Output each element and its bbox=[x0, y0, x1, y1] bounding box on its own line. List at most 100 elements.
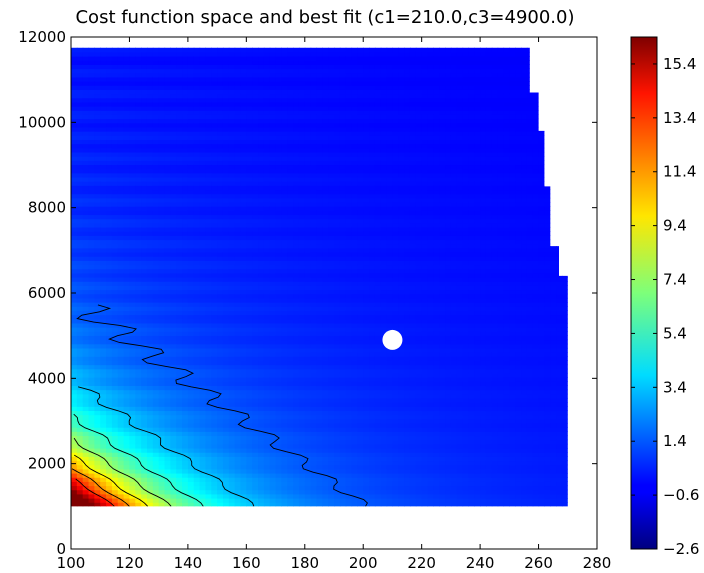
heatmap-cell bbox=[193, 381, 201, 387]
heatmap-cell bbox=[234, 97, 242, 103]
heatmap-cell bbox=[298, 464, 306, 470]
heatmap-cell bbox=[135, 239, 142, 245]
heatmap-cell bbox=[100, 143, 107, 149]
heatmap-cell bbox=[141, 289, 148, 295]
heatmap-cell bbox=[82, 427, 90, 432]
heatmap-cell bbox=[263, 489, 271, 495]
heatmap-cell bbox=[298, 477, 306, 482]
heatmap-cell bbox=[106, 297, 113, 303]
heatmap-cell bbox=[100, 322, 107, 328]
heatmap-cell bbox=[117, 427, 125, 432]
heatmap-cell bbox=[82, 339, 90, 345]
heatmap-cell bbox=[182, 189, 189, 195]
heatmap-cell bbox=[310, 185, 318, 191]
heatmap-cell bbox=[106, 60, 113, 65]
heatmap-cell bbox=[111, 331, 119, 336]
heatmap-cell bbox=[287, 352, 294, 357]
heatmap-cell bbox=[71, 452, 78, 457]
heatmap-cell bbox=[82, 243, 90, 249]
heatmap-cell bbox=[222, 135, 230, 140]
heatmap-cell bbox=[82, 264, 90, 270]
heatmap-cell bbox=[111, 226, 119, 232]
heatmap-cell bbox=[269, 443, 277, 449]
heatmap-cell bbox=[82, 101, 90, 107]
heatmap-cell bbox=[281, 447, 288, 453]
heatmap-cell bbox=[222, 285, 230, 291]
heatmap-cell bbox=[217, 56, 224, 61]
heatmap-cell bbox=[316, 247, 323, 253]
heatmap-cell bbox=[269, 360, 277, 366]
heatmap-cell bbox=[164, 168, 171, 174]
heatmap-cell bbox=[304, 60, 312, 65]
heatmap-cell bbox=[304, 151, 312, 157]
heatmap-cell bbox=[100, 160, 107, 166]
heatmap-cell bbox=[328, 110, 335, 115]
heatmap-cell bbox=[222, 235, 230, 241]
heatmap-cell bbox=[275, 493, 282, 499]
heatmap-cell bbox=[71, 206, 78, 211]
heatmap-cell bbox=[111, 64, 119, 70]
heatmap-cell bbox=[228, 118, 236, 124]
heatmap-cell bbox=[106, 143, 113, 149]
heatmap-cell bbox=[170, 185, 177, 191]
heatmap-cell bbox=[100, 206, 107, 211]
heatmap-cell bbox=[304, 427, 312, 432]
heatmap-cell bbox=[228, 272, 236, 278]
heatmap-cell bbox=[100, 126, 107, 132]
heatmap-cell bbox=[252, 51, 259, 57]
heatmap-cell bbox=[176, 472, 183, 478]
heatmap-cell bbox=[170, 64, 177, 70]
heatmap-cell bbox=[316, 135, 323, 140]
heatmap-cell bbox=[141, 414, 148, 420]
heatmap-cell bbox=[117, 81, 125, 86]
heatmap-cell bbox=[298, 335, 306, 341]
heatmap-cell bbox=[187, 481, 195, 487]
heatmap-cell bbox=[88, 368, 95, 374]
heatmap-cell bbox=[176, 443, 183, 449]
heatmap-cell bbox=[246, 485, 253, 491]
heatmap-cell bbox=[141, 122, 148, 128]
heatmap-cell bbox=[146, 460, 154, 466]
heatmap-cell bbox=[316, 56, 323, 61]
heatmap-cell bbox=[258, 302, 265, 307]
heatmap-cell bbox=[316, 60, 323, 65]
heatmap-cell bbox=[252, 427, 259, 432]
heatmap-cell bbox=[100, 502, 107, 507]
heatmap-cell bbox=[322, 89, 329, 95]
heatmap-cell bbox=[217, 106, 224, 111]
heatmap-cell bbox=[158, 139, 166, 145]
heatmap-cell bbox=[310, 377, 318, 382]
heatmap-cell bbox=[100, 297, 107, 303]
heatmap-cell bbox=[222, 377, 230, 382]
heatmap-cell bbox=[187, 385, 195, 391]
heatmap-cell bbox=[211, 435, 218, 441]
heatmap-cell bbox=[298, 47, 306, 53]
heatmap-cell bbox=[275, 85, 282, 90]
heatmap-cell bbox=[275, 422, 282, 428]
heatmap-cell bbox=[164, 210, 171, 216]
heatmap-cell bbox=[152, 260, 160, 266]
heatmap-cell bbox=[240, 210, 247, 216]
heatmap-cell bbox=[246, 297, 253, 303]
heatmap-cell bbox=[135, 385, 142, 391]
heatmap-cell bbox=[199, 364, 207, 370]
heatmap-cell bbox=[240, 193, 247, 199]
heatmap-cell bbox=[176, 239, 183, 245]
heatmap-cell bbox=[322, 72, 329, 78]
heatmap-cell bbox=[152, 310, 160, 316]
heatmap-cell bbox=[187, 502, 195, 507]
heatmap-cell bbox=[304, 289, 312, 295]
heatmap-cell bbox=[158, 310, 166, 316]
heatmap-cell bbox=[141, 485, 148, 491]
heatmap-cell bbox=[246, 343, 253, 349]
heatmap-cell bbox=[316, 306, 323, 311]
heatmap-cell bbox=[88, 156, 95, 161]
heatmap-cell bbox=[182, 247, 189, 253]
heatmap-cell bbox=[187, 372, 195, 378]
heatmap-cell bbox=[304, 147, 312, 153]
heatmap-cell bbox=[293, 139, 300, 145]
heatmap-cell bbox=[275, 89, 282, 95]
heatmap-cell bbox=[281, 318, 288, 324]
heatmap-cell bbox=[170, 176, 177, 182]
heatmap-cell bbox=[269, 502, 277, 507]
